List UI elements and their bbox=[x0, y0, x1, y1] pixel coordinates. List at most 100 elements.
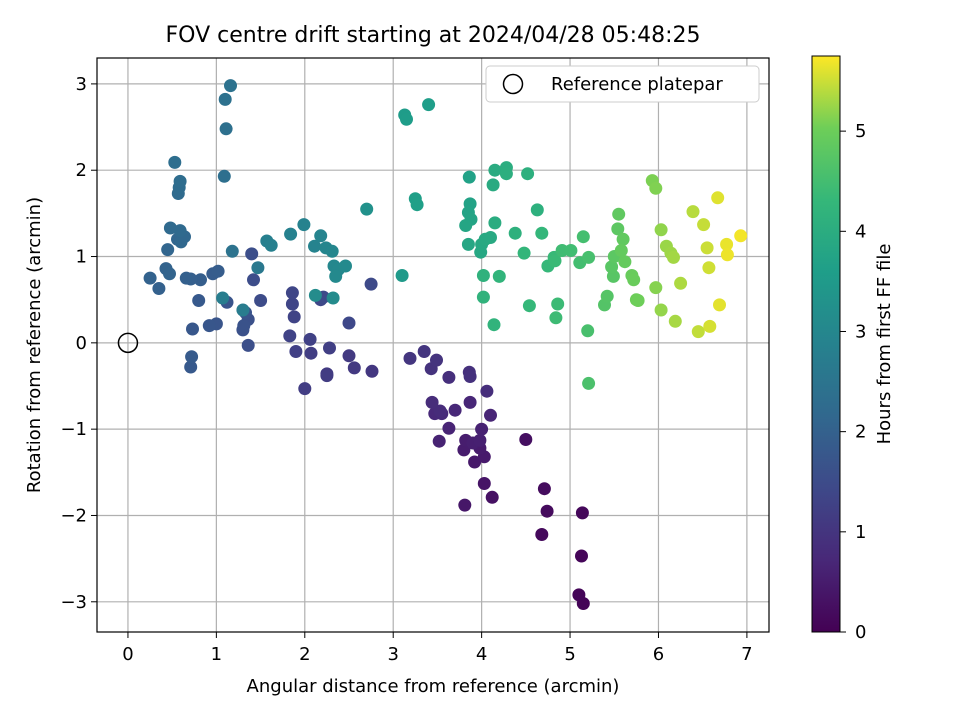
data-point bbox=[522, 299, 536, 313]
data-points bbox=[117, 79, 748, 610]
plot-frame bbox=[96, 57, 770, 633]
data-point bbox=[674, 276, 688, 290]
data-point bbox=[192, 294, 206, 307]
legend: Reference platepar bbox=[485, 65, 760, 103]
data-point bbox=[365, 364, 379, 378]
x-tick-label: 6 bbox=[653, 644, 664, 665]
data-point bbox=[285, 297, 299, 311]
data-point bbox=[480, 384, 494, 398]
colorbar-tick-label: 5 bbox=[855, 121, 866, 142]
colorbar-tick-label: 1 bbox=[855, 522, 866, 543]
data-point bbox=[564, 244, 578, 257]
data-point bbox=[417, 345, 431, 358]
data-point bbox=[448, 403, 462, 417]
data-point bbox=[211, 264, 225, 278]
x-tick-label: 3 bbox=[387, 644, 398, 665]
data-point bbox=[475, 422, 489, 436]
data-point bbox=[161, 243, 175, 257]
data-point bbox=[225, 244, 239, 258]
data-point bbox=[442, 421, 456, 435]
x-tick-label: 7 bbox=[741, 644, 752, 665]
x-tick-label: 1 bbox=[211, 644, 222, 665]
data-point bbox=[342, 316, 356, 330]
colorbar-tick-label: 2 bbox=[855, 422, 866, 443]
data-point bbox=[284, 227, 298, 241]
x-axis-label: Angular distance from reference (arcmin) bbox=[247, 676, 620, 697]
data-point bbox=[627, 273, 641, 287]
data-point bbox=[186, 322, 199, 336]
data-point bbox=[247, 273, 260, 287]
data-point bbox=[614, 244, 628, 257]
data-point bbox=[488, 163, 502, 177]
data-point bbox=[499, 167, 513, 181]
data-point bbox=[410, 198, 424, 212]
data-point bbox=[168, 155, 182, 169]
data-point bbox=[649, 281, 663, 295]
data-point bbox=[572, 588, 586, 602]
y-tick-label: −1 bbox=[60, 419, 87, 440]
colorbar-ticks: 0 1 2 3 4 5 bbox=[840, 121, 866, 643]
data-point bbox=[237, 319, 251, 333]
data-point bbox=[535, 528, 549, 541]
data-point bbox=[326, 291, 340, 305]
data-point bbox=[364, 277, 378, 291]
data-point bbox=[485, 490, 499, 504]
data-point bbox=[264, 238, 278, 252]
data-point bbox=[329, 269, 343, 283]
x-axis-ticks: 0 1 2 3 4 5 6 7 bbox=[122, 632, 753, 665]
colorbar: 0 1 2 3 4 5 Hours from first FF file bbox=[811, 55, 895, 643]
data-point bbox=[484, 408, 497, 422]
data-point bbox=[216, 291, 230, 305]
data-point bbox=[667, 250, 680, 264]
data-point bbox=[551, 297, 565, 311]
data-point bbox=[422, 98, 436, 112]
data-point bbox=[582, 250, 596, 264]
data-point bbox=[691, 325, 705, 339]
data-point bbox=[492, 269, 506, 283]
y-tick-label: 3 bbox=[76, 74, 87, 95]
data-point bbox=[287, 310, 301, 324]
data-point bbox=[308, 239, 321, 253]
data-point bbox=[194, 273, 207, 287]
data-point bbox=[163, 221, 177, 235]
data-point bbox=[581, 324, 595, 338]
x-tick-label: 2 bbox=[299, 644, 310, 665]
data-point bbox=[219, 122, 233, 136]
data-point bbox=[575, 549, 588, 563]
data-point bbox=[576, 230, 590, 244]
data-point bbox=[484, 231, 497, 244]
data-point bbox=[476, 269, 490, 282]
data-point bbox=[395, 269, 409, 282]
data-point bbox=[703, 319, 717, 333]
data-point bbox=[486, 178, 500, 192]
data-point bbox=[535, 226, 549, 240]
data-point bbox=[549, 311, 563, 325]
data-point bbox=[251, 261, 265, 275]
data-point bbox=[600, 289, 614, 303]
data-point bbox=[442, 370, 456, 384]
colorbar-tick-label: 4 bbox=[855, 221, 866, 242]
data-point bbox=[430, 353, 443, 367]
data-point bbox=[304, 346, 318, 360]
data-point bbox=[697, 218, 711, 232]
y-tick-label: 1 bbox=[76, 247, 87, 268]
data-point bbox=[488, 216, 502, 230]
x-tick-label: 4 bbox=[476, 644, 487, 665]
data-point bbox=[654, 223, 668, 237]
data-point bbox=[184, 360, 198, 374]
y-tick-label: −3 bbox=[60, 592, 87, 613]
data-point bbox=[468, 455, 482, 469]
data-point bbox=[303, 332, 317, 346]
data-point bbox=[245, 247, 259, 261]
data-point bbox=[185, 350, 199, 364]
data-point bbox=[339, 259, 352, 273]
data-point bbox=[548, 254, 562, 268]
data-point bbox=[508, 226, 522, 240]
data-point bbox=[285, 286, 299, 300]
data-point bbox=[218, 92, 232, 106]
data-point bbox=[668, 314, 682, 328]
data-point bbox=[433, 404, 447, 418]
data-point bbox=[325, 244, 339, 258]
data-point bbox=[289, 345, 303, 358]
data-point bbox=[631, 294, 645, 307]
